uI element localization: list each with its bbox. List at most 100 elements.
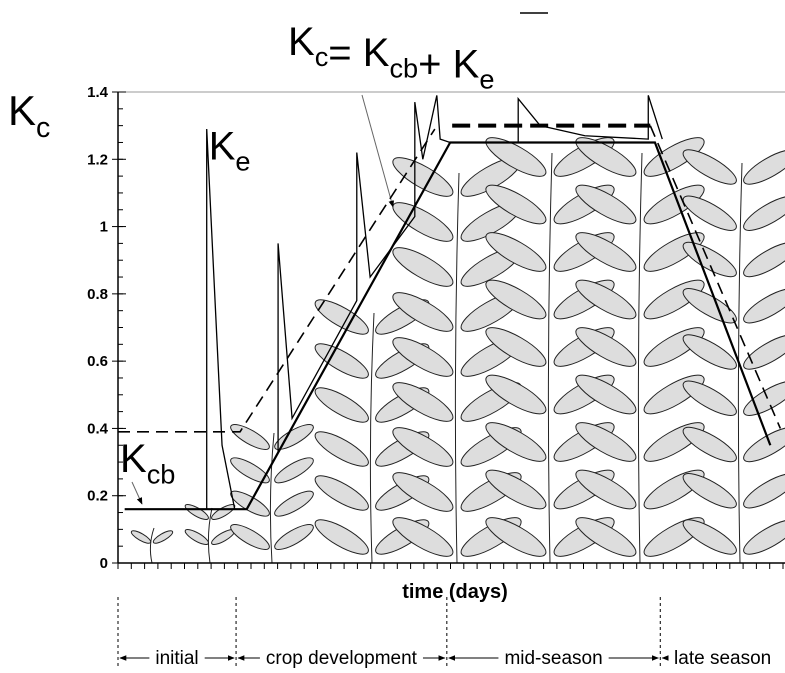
annotation-sub: cb bbox=[147, 458, 176, 489]
leaf bbox=[314, 519, 369, 555]
leaf bbox=[485, 327, 547, 367]
leaf bbox=[682, 241, 737, 278]
leaf bbox=[575, 327, 637, 367]
leaf bbox=[682, 288, 737, 324]
annotation-arrow bbox=[361, 94, 395, 208]
leaf bbox=[743, 149, 785, 185]
plant-stem bbox=[149, 527, 155, 564]
chart-title-text: K bbox=[288, 20, 315, 64]
leaf bbox=[575, 279, 637, 320]
plant-stem bbox=[454, 172, 460, 564]
plant-stem bbox=[547, 152, 553, 564]
annotation-arrow bbox=[131, 481, 143, 505]
leaf bbox=[682, 149, 737, 185]
leaf bbox=[743, 195, 785, 231]
chart-title-sub: e bbox=[479, 64, 494, 95]
y-tick-label: 1.4 bbox=[87, 84, 109, 101]
plant-stem bbox=[269, 432, 275, 564]
leaf bbox=[314, 387, 369, 423]
y-tick-label: 0 bbox=[100, 555, 108, 572]
series-line bbox=[118, 125, 782, 433]
leaf bbox=[485, 137, 547, 177]
leaf bbox=[392, 382, 454, 422]
leaf bbox=[392, 157, 454, 197]
leaf bbox=[314, 299, 369, 335]
leaf bbox=[485, 279, 547, 320]
stage-label: crop development bbox=[266, 648, 418, 669]
leaf bbox=[274, 490, 314, 517]
leaf bbox=[392, 337, 454, 377]
leaf bbox=[743, 519, 785, 555]
leaf bbox=[682, 334, 737, 370]
y-tick-label: 1.2 bbox=[87, 151, 108, 168]
series-line bbox=[206, 95, 663, 510]
plant-stem bbox=[207, 507, 213, 564]
leaf bbox=[743, 241, 785, 278]
leaf bbox=[211, 504, 236, 520]
leaf bbox=[575, 469, 637, 510]
chart-title-sub: c bbox=[315, 41, 329, 72]
stage-label: mid-season bbox=[504, 648, 602, 669]
y-axis-label: Kc bbox=[8, 87, 50, 144]
leaf bbox=[230, 424, 270, 450]
leaf bbox=[575, 422, 637, 462]
y-axis-label-text: K bbox=[8, 87, 36, 134]
leaf bbox=[743, 334, 785, 370]
chart-title-sub: cb bbox=[389, 52, 418, 83]
x-axis-label: time (days) bbox=[402, 581, 508, 603]
stage-label: initial bbox=[155, 648, 198, 669]
chart-title-text: = K bbox=[328, 31, 389, 75]
leaf bbox=[184, 529, 209, 545]
leaf bbox=[643, 184, 705, 225]
leaf bbox=[682, 473, 737, 509]
plant-illustrations bbox=[130, 137, 785, 564]
leaf bbox=[392, 427, 454, 467]
leaf bbox=[314, 475, 369, 511]
plant-stem bbox=[369, 312, 375, 564]
annotation-text: K bbox=[120, 437, 147, 481]
leaf bbox=[682, 380, 737, 416]
leaf bbox=[392, 472, 454, 512]
leaf bbox=[682, 519, 737, 555]
plant-stem bbox=[637, 152, 643, 564]
leaf bbox=[392, 202, 454, 242]
leaf bbox=[485, 374, 547, 415]
leaf bbox=[743, 426, 785, 463]
y-tick-label: 0.2 bbox=[87, 488, 108, 505]
chart-title: Kc= Kcb+ Ke bbox=[288, 20, 494, 95]
leaf bbox=[743, 473, 785, 509]
leaf bbox=[392, 247, 454, 287]
annotation: Ke bbox=[209, 124, 251, 176]
stage-label: late season bbox=[674, 648, 771, 669]
leaf bbox=[274, 524, 314, 550]
y-tick-label: 0.4 bbox=[87, 420, 109, 437]
leaf bbox=[152, 530, 174, 544]
leaf bbox=[485, 422, 547, 462]
leaf bbox=[230, 524, 270, 550]
leaf bbox=[743, 288, 785, 324]
annotation-sub: e bbox=[235, 145, 250, 176]
leaf bbox=[392, 292, 454, 332]
leaf bbox=[485, 232, 547, 272]
leaf bbox=[392, 517, 454, 557]
leaf bbox=[682, 426, 737, 463]
leaf bbox=[274, 457, 314, 484]
leaf bbox=[643, 137, 705, 177]
leaf bbox=[130, 530, 152, 544]
leaf bbox=[743, 380, 785, 416]
leaf bbox=[485, 469, 547, 510]
leaf bbox=[575, 137, 637, 177]
leaf bbox=[575, 232, 637, 272]
leaf bbox=[314, 431, 369, 467]
leaf bbox=[575, 374, 637, 415]
leaf bbox=[682, 195, 737, 231]
y-axis-label-sub: c bbox=[36, 112, 50, 144]
y-tick-label: 0.6 bbox=[87, 353, 108, 370]
leaf bbox=[575, 184, 637, 225]
chart-title-text: + K bbox=[418, 42, 479, 86]
annotation: Kcb bbox=[120, 437, 175, 489]
y-tick-label: 0.8 bbox=[87, 286, 108, 303]
annotation-text: K bbox=[209, 124, 236, 168]
leaf bbox=[485, 184, 547, 225]
